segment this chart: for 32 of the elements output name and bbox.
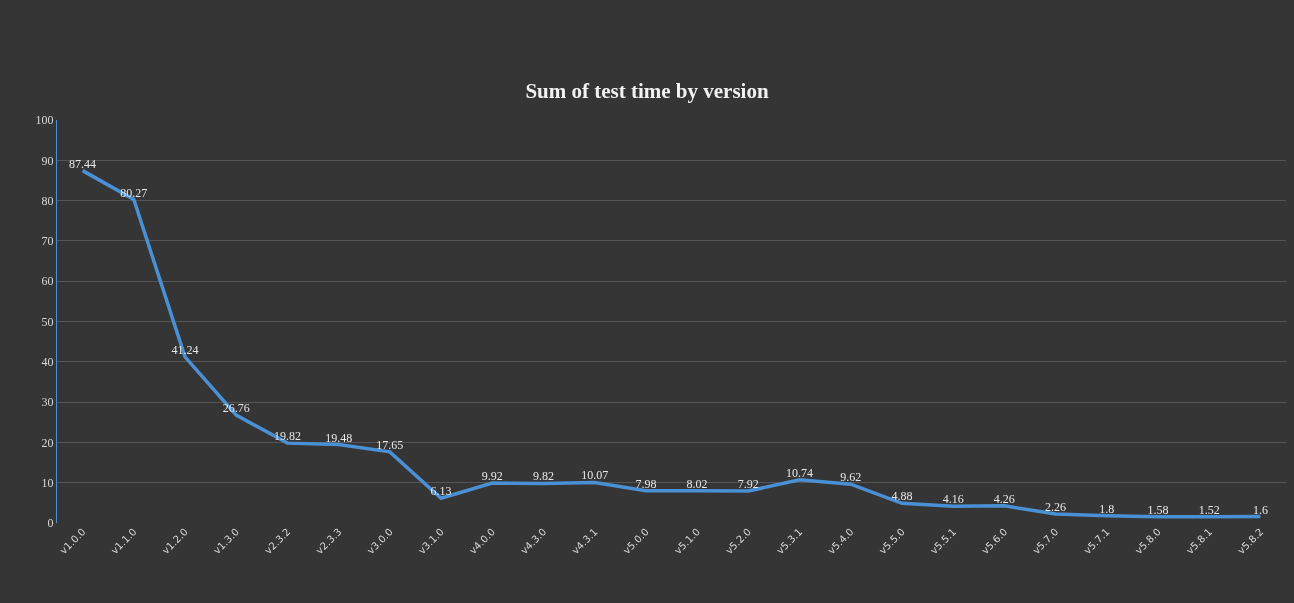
data-label: 10.74 [786, 465, 814, 480]
y-tick-label: 20 [41, 435, 54, 450]
y-tick-label: 90 [41, 153, 54, 168]
y-tick-label: 30 [41, 395, 54, 410]
data-label: 8.02 [686, 476, 708, 491]
y-tick-label: 40 [41, 355, 54, 369]
data-label: 1.6 [1252, 502, 1268, 517]
data-label: 7.98 [635, 476, 657, 491]
y-tick-label: 0 [47, 516, 54, 531]
data-label: 9.92 [481, 469, 503, 484]
chart-title: Sum of test time by version [525, 78, 769, 103]
data-label: 4.26 [993, 491, 1015, 506]
data-label: 1.52 [1198, 502, 1220, 517]
data-label: 1.8 [1099, 501, 1115, 516]
data-label: 19.82 [273, 429, 301, 444]
data-label: 9.62 [840, 470, 862, 485]
data-label: 87.44 [69, 156, 97, 171]
y-tick-label: 60 [41, 274, 54, 289]
data-label: 4.16 [942, 492, 964, 507]
data-label: 9.82 [532, 469, 554, 484]
data-label: 4.88 [891, 489, 913, 504]
data-label: 1.58 [1147, 502, 1169, 517]
data-label: 19.48 [325, 430, 353, 445]
data-label: 10.07 [581, 468, 609, 483]
data-label: 2.26 [1045, 499, 1067, 514]
y-tick-label: 70 [41, 234, 54, 249]
data-label: 7.92 [737, 477, 759, 492]
y-tick-label: 80 [41, 193, 54, 208]
y-tick-label: 10 [41, 475, 54, 490]
data-label: 17.65 [376, 437, 404, 452]
y-tick-label: 50 [41, 314, 54, 329]
y-tick-label: 100 [35, 113, 54, 128]
